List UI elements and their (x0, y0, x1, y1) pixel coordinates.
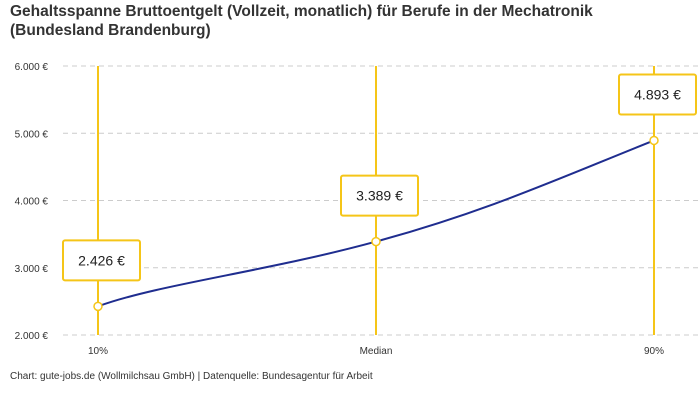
y-tick-label: 4.000 € (15, 197, 49, 208)
chart-title: Gehaltsspanne Bruttoentgelt (Vollzeit, m… (10, 3, 593, 39)
y-tick-label: 2.000 € (15, 331, 49, 342)
y-tick-label: 6.000 € (15, 62, 49, 73)
x-tick-label: 90% (644, 346, 664, 357)
data-point (649, 135, 659, 146)
data-label-box (340, 174, 419, 217)
y-tick-label: 5.000 € (15, 129, 49, 140)
data-label: 4.893 € (634, 86, 681, 102)
data-label-box (618, 73, 697, 116)
data-label: 2.426 € (78, 252, 125, 268)
data-label: 3.389 € (356, 188, 403, 204)
source-note: Chart: gute-jobs.de (Wollmilchsau GmbH) … (10, 371, 373, 382)
data-label-box (62, 239, 141, 282)
x-tick-label: Median (360, 346, 393, 357)
data-point (93, 301, 103, 312)
data-point (371, 236, 381, 247)
x-tick-label: 10% (88, 346, 108, 357)
y-tick-label: 3.000 € (15, 264, 49, 275)
